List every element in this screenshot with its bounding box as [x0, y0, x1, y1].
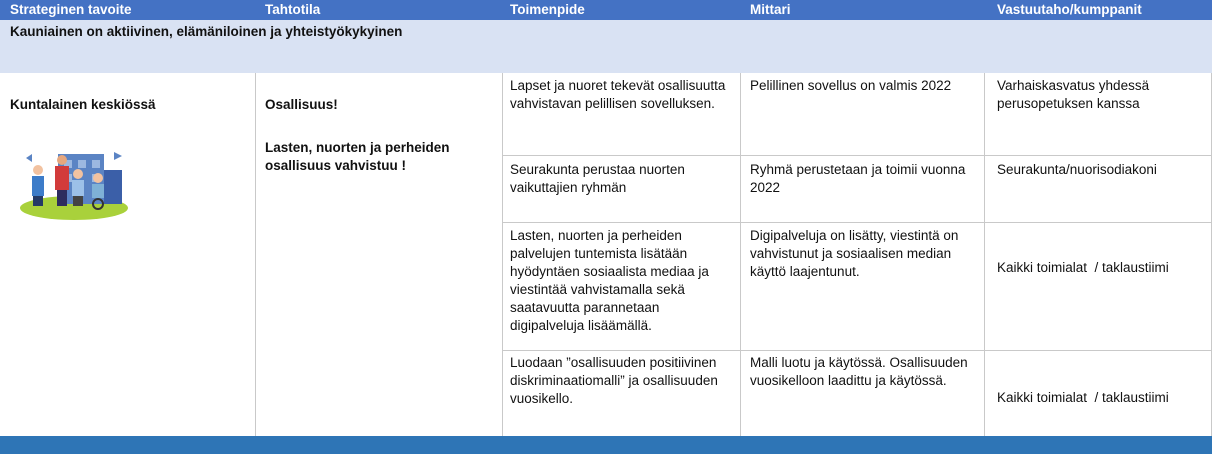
responsible: Kaikki toimialat / taklaustiimi [997, 260, 1169, 275]
column-header: Tahtotila [265, 2, 321, 17]
action: Lasten, nuorten ja perheiden palvelujen … [510, 228, 713, 333]
vision-text: Lasten, nuorten ja perheiden osallisuus … [265, 140, 454, 173]
vision-title: Osallisuus! [265, 97, 338, 112]
header-bar [0, 0, 1212, 20]
divider [984, 73, 985, 436]
divider [502, 155, 1212, 156]
divider [502, 350, 1212, 351]
section-title: Kauniainen on aktiivinen, elämäniloinen … [10, 24, 403, 39]
people-icon [20, 152, 128, 220]
divider [1211, 73, 1212, 436]
action: Luodaan ”osallisuuden positiivinen diskr… [510, 355, 722, 406]
responsible: Kaikki toimialat / taklaustiimi [997, 390, 1169, 405]
responsible: Seurakunta/nuorisodiakoni [997, 162, 1157, 177]
metric: Malli luotu ja käytössä. Osallisuuden vu… [750, 355, 972, 388]
action: Seurakunta perustaa nuorten vaikuttajien… [510, 162, 689, 195]
divider [255, 73, 256, 436]
column-header: Mittari [750, 2, 791, 17]
goal-title: Kuntalainen keskiössä [10, 97, 156, 112]
column-header: Vastuutaho/kumppanit [997, 2, 1142, 17]
action: Lapset ja nuoret tekevät osallisuutta va… [510, 78, 730, 111]
metric: Digipalveluja on lisätty, viestintä on v… [750, 228, 963, 279]
metric: Ryhmä perustetaan ja toimii vuonna 2022 [750, 162, 970, 195]
divider [502, 73, 503, 436]
responsible: Varhaiskasvatus yhdessä perusopetuksen k… [997, 78, 1153, 111]
divider [502, 222, 1212, 223]
column-header: Toimenpide [510, 2, 585, 17]
metric: Pelillinen sovellus on valmis 2022 [750, 78, 952, 93]
divider [740, 73, 741, 436]
footer-bar [0, 436, 1212, 454]
column-header: Strateginen tavoite [10, 2, 132, 17]
section-bar [0, 20, 1212, 73]
